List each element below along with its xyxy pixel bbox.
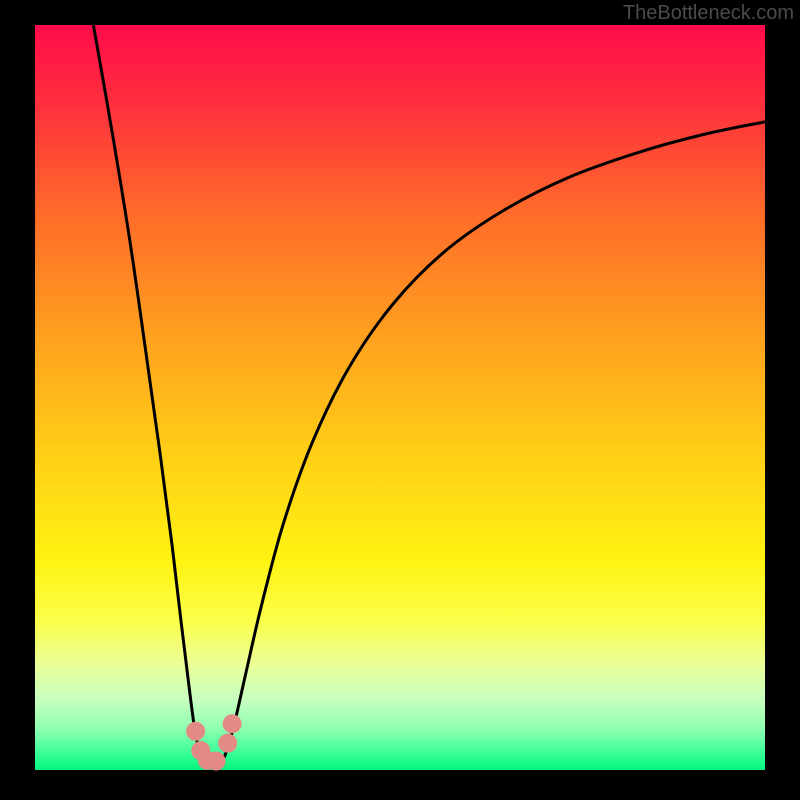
curve-left [93, 25, 202, 764]
bottleneck-marker [219, 734, 237, 752]
curve-layer [35, 25, 765, 770]
watermark-label: TheBottleneck.com [623, 2, 794, 25]
bottleneck-marker [207, 752, 225, 770]
bottleneck-marker [223, 715, 241, 733]
chart-frame: TheBottleneck.com [0, 0, 800, 800]
curve-right [221, 122, 765, 764]
bottleneck-chart [35, 25, 765, 770]
bottleneck-marker [187, 722, 205, 740]
